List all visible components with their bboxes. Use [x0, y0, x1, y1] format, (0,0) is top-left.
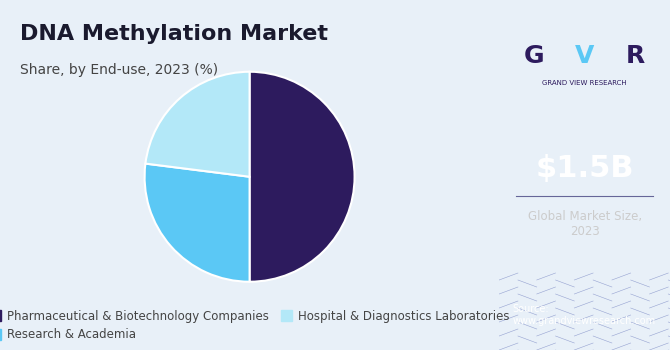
Wedge shape: [145, 163, 250, 282]
Text: G: G: [524, 44, 545, 68]
Text: Source:
www.grandviewresearch.com: Source: www.grandviewresearch.com: [513, 304, 656, 326]
Text: $1.5B: $1.5B: [535, 154, 634, 182]
Text: GRAND VIEW RESEARCH: GRAND VIEW RESEARCH: [542, 79, 627, 86]
Wedge shape: [145, 72, 250, 177]
Wedge shape: [249, 72, 354, 282]
Text: R: R: [625, 44, 645, 68]
Text: DNA Methylation Market: DNA Methylation Market: [20, 25, 328, 44]
Text: Global Market Size,
2023: Global Market Size, 2023: [527, 210, 642, 238]
Text: Share, by End-use, 2023 (%): Share, by End-use, 2023 (%): [20, 63, 218, 77]
Legend: Pharmaceutical & Biotechnology Companies, Research & Academia, Hospital & Diagno: Pharmaceutical & Biotechnology Companies…: [0, 305, 515, 346]
Text: V: V: [575, 44, 594, 68]
